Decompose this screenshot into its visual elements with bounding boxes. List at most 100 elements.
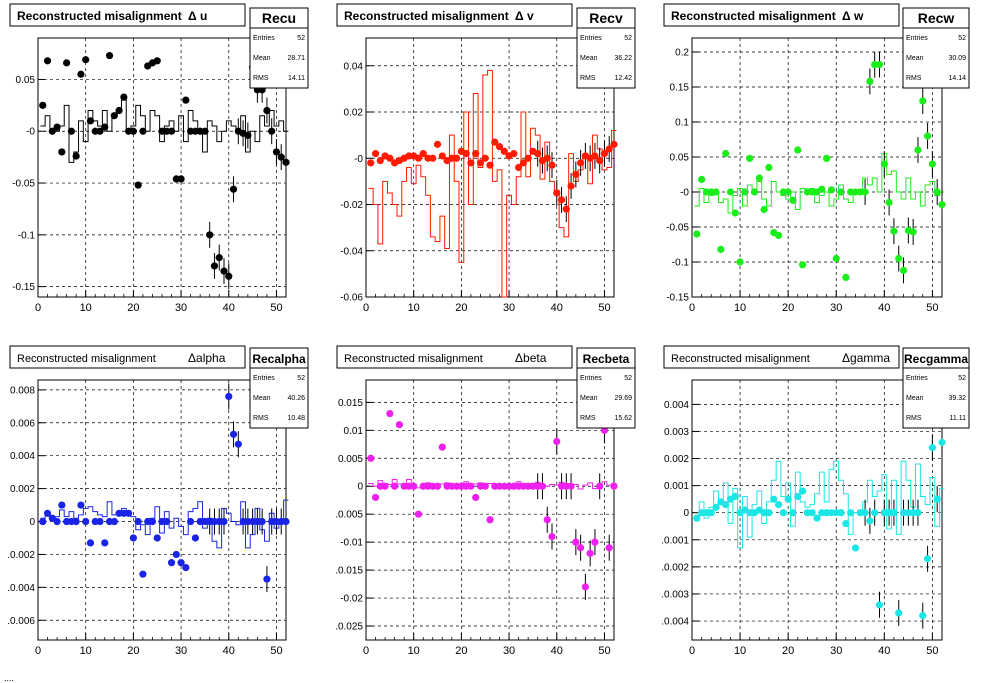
data-point (789, 509, 797, 517)
x-tick-label: 30 (503, 645, 515, 657)
data-point (760, 205, 768, 214)
data-point (596, 482, 604, 490)
data-point (755, 174, 763, 182)
y-tick-label: 0 (357, 482, 363, 493)
chart-panel-recbeta: 0 10 20 30 40 50 .0.025 -0.02 .0.015 -0.01 .0.005 0… (335, 345, 636, 657)
data-point (712, 503, 720, 511)
x-tick-label: 30 (830, 302, 842, 314)
data-point (220, 267, 228, 275)
y-tick-label: .0.001 (661, 535, 689, 546)
y-tick-label: 0.002 (10, 484, 35, 495)
data-point (244, 131, 252, 139)
y-tick-label: -0.05 (666, 223, 689, 234)
chart-title: Reconstructed misalignment (671, 9, 836, 23)
data-point (914, 509, 922, 517)
data-point (717, 245, 725, 253)
stats-value: 36.22 (614, 55, 632, 62)
y-tick-label: 0.02 (344, 108, 364, 119)
data-point (890, 227, 898, 235)
data-point (861, 509, 869, 517)
title-box (336, 3, 573, 27)
y-tick-label: 0.005 (338, 454, 363, 465)
data-point (58, 501, 66, 509)
chart-panel-recu: 0 10 20 30 40 50 -0.15 -0.1 -0.05 -0 0.05 Reconstru… (9, 3, 309, 314)
data-point (765, 163, 773, 172)
data-point (215, 254, 223, 262)
data-point (567, 182, 575, 190)
data-point (367, 454, 375, 462)
data-point (510, 150, 518, 158)
y-tick-label: .0.006 (7, 616, 35, 627)
stats-value: 14.11 (288, 75, 305, 82)
y-tick-label: -0.05 (12, 179, 35, 190)
stats-value: 52 (958, 375, 966, 382)
stats-key: Mean (580, 395, 598, 402)
y-tick-label: -0.02 (340, 594, 363, 605)
data-point (919, 612, 927, 620)
data-point (486, 161, 494, 169)
data-point (263, 106, 271, 115)
data-point (101, 123, 109, 131)
y-tick-label: .0.002 (661, 562, 689, 573)
data-point (837, 188, 845, 196)
x-tick-label: 20 (782, 302, 794, 314)
data-point (39, 101, 47, 109)
chart-panel-recv: 0 10 20 30 40 50 -0.06 -0.04 -0.02 -0 0.02 0.04 Reco… (336, 3, 636, 314)
data-point (272, 148, 281, 156)
data-point (880, 160, 888, 168)
data-point (86, 117, 95, 125)
data-point (919, 97, 927, 105)
data-point (191, 534, 199, 542)
data-point (610, 140, 618, 148)
stats-key: RMS (580, 415, 596, 422)
data-point (172, 550, 180, 559)
data-point (177, 175, 185, 183)
data-point (201, 127, 209, 135)
y-tick-label: 0.006 (10, 418, 35, 429)
data-point (866, 77, 874, 85)
data-point (722, 149, 730, 158)
data-point (167, 127, 176, 135)
data-point (77, 501, 85, 509)
x-tick-label: 0 (363, 302, 369, 314)
stats-key: Entries (580, 35, 602, 42)
stats-value: 15.62 (614, 415, 632, 422)
data-point (148, 517, 157, 526)
data-point (741, 188, 749, 196)
data-point (832, 254, 840, 263)
y-tick-label: .0.002 (7, 550, 35, 561)
y-tick-label: .0.005 (335, 510, 363, 521)
data-point (429, 154, 437, 162)
data-point (567, 482, 575, 490)
y-tick-label: 0 (683, 508, 689, 519)
x-tick-label: 0 (35, 302, 41, 314)
stats-name: Recu (262, 10, 296, 26)
chart-quantity: Δalpha (188, 351, 226, 365)
data-point (731, 492, 739, 501)
x-tick-label: 10 (408, 645, 420, 657)
histogram-line (40, 99, 289, 163)
data-point (586, 549, 594, 557)
data-point (813, 514, 821, 522)
data-point (153, 57, 161, 65)
y-tick-label: 0.2 (675, 48, 689, 59)
stats-key: Mean (906, 55, 924, 62)
data-point (500, 147, 508, 155)
data-point (698, 175, 706, 183)
x-tick-label: 40 (878, 645, 890, 657)
data-point (933, 188, 941, 196)
data-point (851, 544, 860, 552)
data-point (553, 437, 561, 446)
stats-value: 52 (958, 35, 966, 42)
data-point (909, 228, 917, 236)
stats-name: Recv (589, 10, 623, 26)
data-point (410, 482, 418, 490)
data-point (43, 509, 52, 517)
x-tick-label: 0 (363, 645, 369, 657)
data-point (105, 52, 114, 60)
y-tick-label: 0.008 (10, 385, 35, 396)
data-point (914, 146, 922, 154)
stats-box (249, 7, 309, 89)
data-point (391, 482, 399, 490)
data-point (515, 163, 523, 172)
